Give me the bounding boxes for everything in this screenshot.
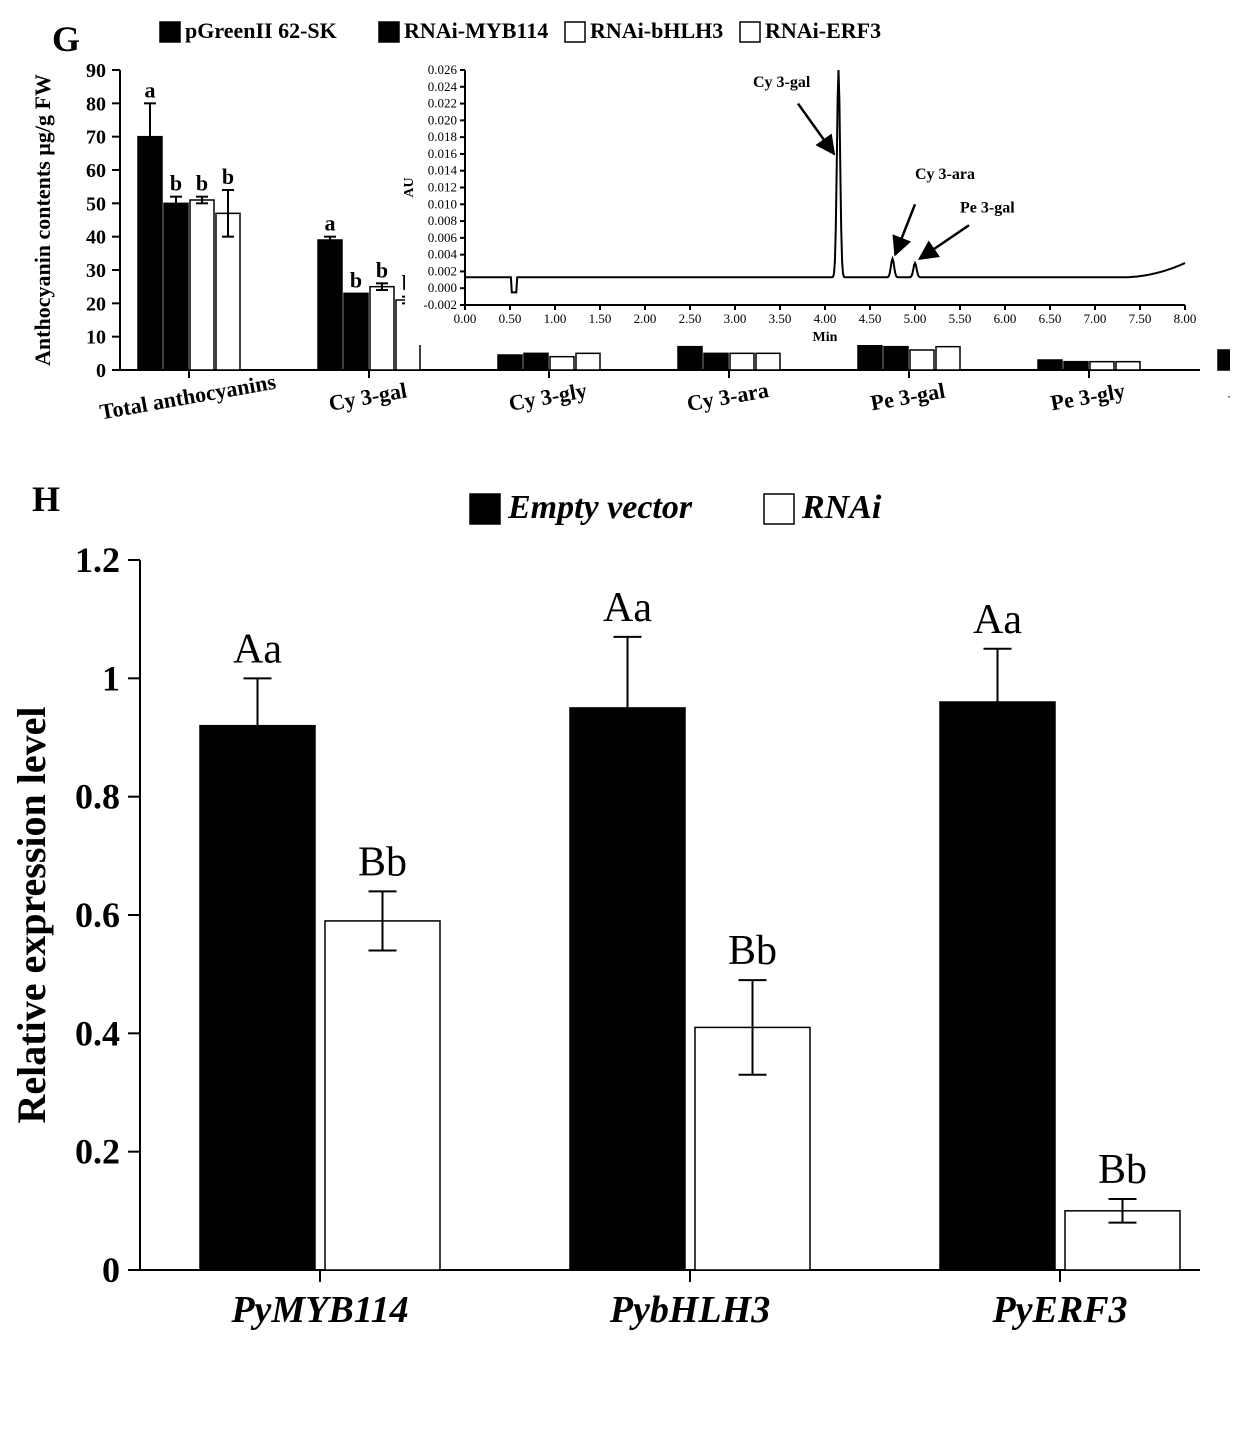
svg-text:8.00: 8.00 — [1174, 311, 1197, 326]
svg-text:0.000: 0.000 — [428, 280, 457, 295]
svg-text:Cy 3-ara: Cy 3-ara — [685, 377, 771, 416]
svg-text:0.6: 0.6 — [75, 895, 120, 935]
svg-text:0.00: 0.00 — [454, 311, 477, 326]
svg-text:Anthocyanin contents µg/g FW: Anthocyanin contents µg/g FW — [30, 74, 55, 366]
svg-text:0.012: 0.012 — [428, 180, 457, 195]
svg-text:-0.002: -0.002 — [423, 297, 457, 312]
svg-text:Relative expression level: Relative expression level — [10, 707, 54, 1124]
svg-text:7.50: 7.50 — [1129, 311, 1152, 326]
svg-text:0: 0 — [102, 1250, 120, 1290]
svg-text:Pe 3-gly: Pe 3-gly — [1049, 378, 1127, 416]
svg-text:90: 90 — [86, 60, 106, 82]
panel-g: G 0 10 20 30 40 50 60 70 80 90 Anthocyanin content… — [10, 10, 1230, 440]
svg-text:b: b — [222, 164, 234, 189]
svg-text:0.8: 0.8 — [75, 777, 120, 817]
panel-h-chart: 0 0.2 0.4 0.6 0.8 1 1.2 Relative expression lev… — [10, 470, 1230, 1390]
svg-text:Cy 3-gal: Cy 3-gal — [327, 377, 409, 415]
svg-text:0.022: 0.022 — [428, 96, 457, 111]
svg-text:RNAi-ERF3: RNAi-ERF3 — [765, 18, 881, 43]
svg-text:6.50: 6.50 — [1039, 311, 1062, 326]
svg-text:0.018: 0.018 — [428, 129, 457, 144]
svg-text:40: 40 — [86, 227, 106, 249]
svg-text:Aa: Aa — [233, 626, 282, 672]
svg-text:7.00: 7.00 — [1084, 311, 1107, 326]
svg-text:1.50: 1.50 — [589, 311, 612, 326]
svg-text:0.010: 0.010 — [428, 196, 457, 211]
panel-g-chart: 0 10 20 30 40 50 60 70 80 90 Anthocyanin contents … — [10, 10, 1230, 440]
svg-text:50: 50 — [86, 193, 106, 215]
svg-text:3.00: 3.00 — [724, 311, 747, 326]
svg-text:0.020: 0.020 — [428, 112, 457, 127]
svg-text:Bb: Bb — [358, 839, 407, 885]
svg-text:Pe 3-gal: Pe 3-gal — [960, 200, 1015, 217]
svg-text:4.00: 4.00 — [814, 311, 837, 326]
svg-text:Bb: Bb — [1098, 1147, 1147, 1193]
panel-h: H 0 0.2 0.4 0.6 0.8 1 1.2 Relative expression l… — [10, 470, 1230, 1390]
svg-text:60: 60 — [86, 160, 106, 182]
svg-text:5.00: 5.00 — [904, 311, 927, 326]
svg-text:30: 30 — [86, 260, 106, 282]
svg-text:a: a — [325, 211, 336, 236]
svg-text:Pe 3-gal: Pe 3-gal — [869, 378, 947, 416]
svg-text:PybHLH3: PybHLH3 — [609, 1289, 770, 1331]
svg-text:b: b — [170, 171, 182, 196]
svg-text:RNAi-MYB114: RNAi-MYB114 — [404, 18, 548, 43]
svg-text:0.024: 0.024 — [428, 79, 458, 94]
svg-text:0.008: 0.008 — [428, 213, 457, 228]
svg-text:6.00: 6.00 — [994, 311, 1017, 326]
svg-text:Min: Min — [813, 330, 838, 345]
svg-text:0: 0 — [96, 360, 106, 382]
svg-text:0.50: 0.50 — [499, 311, 522, 326]
svg-text:PyMYB114: PyMYB114 — [230, 1289, 408, 1331]
svg-text:1: 1 — [102, 658, 120, 698]
svg-text:0.2: 0.2 — [75, 1132, 120, 1172]
svg-text:0.006: 0.006 — [428, 230, 458, 245]
svg-text:80: 80 — [86, 93, 106, 115]
svg-text:70: 70 — [86, 127, 106, 149]
svg-text:Total anthocyanins: Total anthocyanins — [98, 369, 278, 425]
panel-h-label: H — [32, 478, 60, 520]
svg-text:Aa: Aa — [603, 585, 652, 631]
svg-text:a: a — [145, 77, 156, 102]
svg-text:Aa: Aa — [973, 597, 1022, 643]
svg-text:0.026: 0.026 — [428, 62, 458, 77]
svg-text:Cy 3-ara: Cy 3-ara — [915, 166, 975, 183]
svg-text:Bb: Bb — [728, 928, 777, 974]
svg-text:AU: AU — [402, 177, 417, 197]
svg-text:Pe 3-ara: Pe 3-ara — [1227, 377, 1230, 415]
svg-text:RNAi-bHLH3: RNAi-bHLH3 — [590, 18, 723, 43]
svg-text:b: b — [196, 171, 208, 196]
svg-text:0.014: 0.014 — [428, 163, 458, 178]
svg-text:4.50: 4.50 — [859, 311, 882, 326]
svg-text:0.016: 0.016 — [428, 146, 458, 161]
svg-text:Cy 3-gal: Cy 3-gal — [753, 74, 811, 91]
svg-text:0.002: 0.002 — [428, 263, 457, 278]
svg-text:Cy 3-gly: Cy 3-gly — [507, 377, 589, 415]
svg-text:2.00: 2.00 — [634, 311, 657, 326]
svg-text:5.50: 5.50 — [949, 311, 972, 326]
svg-text:0.004: 0.004 — [428, 247, 458, 262]
svg-text:1.00: 1.00 — [544, 311, 567, 326]
svg-text:b: b — [376, 257, 388, 282]
svg-text:pGreenII 62-SK: pGreenII 62-SK — [185, 18, 337, 43]
svg-text:2.50: 2.50 — [679, 311, 702, 326]
svg-text:0.4: 0.4 — [75, 1013, 120, 1053]
svg-text:1.2: 1.2 — [75, 540, 120, 580]
svg-text:20: 20 — [86, 293, 106, 315]
svg-text:RNAi: RNAi — [801, 489, 882, 526]
svg-text:10: 10 — [86, 327, 106, 349]
svg-text:b: b — [350, 267, 362, 292]
panel-g-label: G — [52, 18, 80, 60]
svg-text:Empty vector: Empty vector — [507, 489, 693, 526]
svg-text:PyERF3: PyERF3 — [991, 1289, 1127, 1331]
svg-text:3.50: 3.50 — [769, 311, 792, 326]
